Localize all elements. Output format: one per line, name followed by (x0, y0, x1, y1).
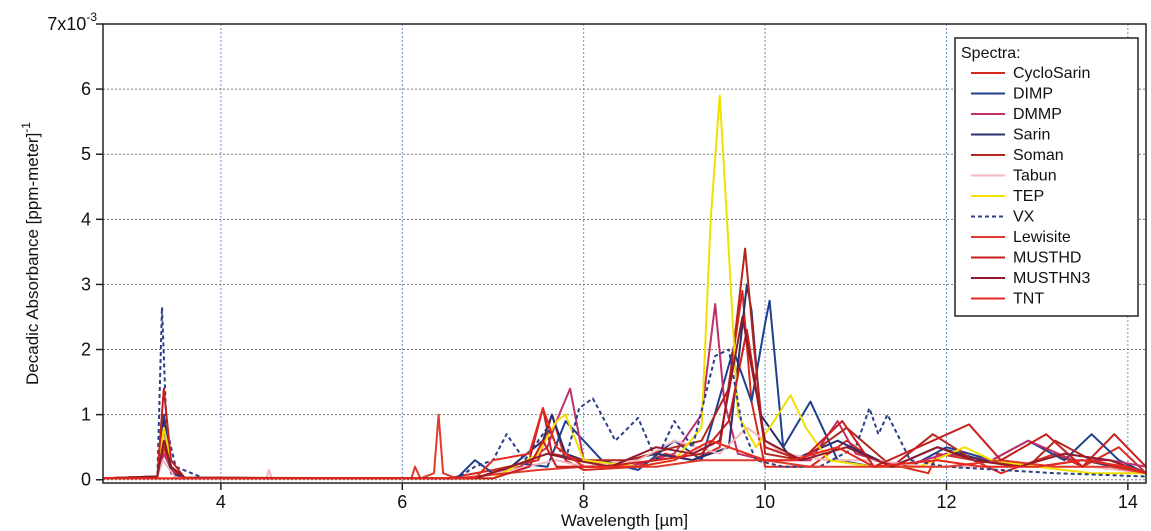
x-tick-label: 4 (216, 492, 226, 512)
y-tick-label: 1 (81, 405, 91, 425)
series-line-musthn3 (102, 316, 1147, 480)
legend-label: DIMP (1013, 86, 1053, 103)
legend-label: TNT (1013, 291, 1044, 308)
legend-label: CycloSarin (1013, 65, 1090, 82)
y-axis: 0 1 2 3 4 5 6 7x10-3 (47, 10, 103, 490)
series-line-tnt (103, 407, 1147, 480)
y-tick-label: 3 (81, 274, 91, 294)
x-axis-title: Wavelength [µm] (561, 511, 688, 530)
legend-label: VX (1013, 209, 1035, 226)
y-top-label-exponent: -3 (86, 10, 97, 24)
legend-label: Sarin (1013, 127, 1050, 144)
plot-frame (102, 23, 1147, 484)
series-line-tabun (102, 426, 1147, 480)
y-axis-title-superscript: -1 (19, 122, 33, 133)
y-tick-label: 4 (81, 209, 91, 229)
x-tick-label: 12 (936, 492, 956, 512)
y-axis-title-text: Decadic Absorbance [ppm-meter] (23, 133, 42, 385)
y-axis-title: Decadic Absorbance [ppm-meter]-1 (19, 122, 42, 385)
x-tick-label: 6 (397, 492, 407, 512)
series-line-dimp (102, 299, 1147, 480)
series-line-musthd (102, 329, 1147, 480)
legend-label: Lewisite (1013, 229, 1071, 246)
legend-label: TEP (1013, 188, 1044, 205)
y-tick-label: 7x10-3 (47, 10, 97, 34)
x-tick-label: 10 (755, 492, 775, 512)
legend-label: MUSTHD (1013, 250, 1081, 267)
legend: Spectra: CycloSarin DIMP DMMP Sarin Soman Tab… (954, 37, 1139, 317)
x-tick-label: 14 (1118, 492, 1138, 512)
legend-label: Tabun (1013, 168, 1057, 185)
x-axis: 4 6 8 10 12 14 (216, 483, 1138, 512)
legend-label: MUSTHN3 (1013, 270, 1090, 287)
y-tick-label: 5 (81, 144, 91, 164)
legend-label: Soman (1013, 147, 1064, 164)
legend-title: Spectra: (961, 45, 1021, 62)
legend-items: CycloSarin DIMP DMMP Sarin Soman Tabun TEP VX Le… (971, 65, 1090, 308)
series-line-cyclosarin (102, 289, 1147, 480)
y-tick-label: 6 (81, 79, 91, 99)
legend-label: DMMP (1013, 106, 1062, 123)
y-tick-label: 0 (81, 470, 91, 490)
y-top-label-base: 7x10 (47, 14, 86, 34)
y-tick-label: 2 (81, 340, 91, 360)
series-lines (102, 94, 1147, 480)
series-line-dmmp (102, 303, 1147, 480)
x-tick-label: 8 (579, 492, 589, 512)
series-line-vx (102, 306, 1147, 480)
legend-box (954, 37, 1139, 317)
